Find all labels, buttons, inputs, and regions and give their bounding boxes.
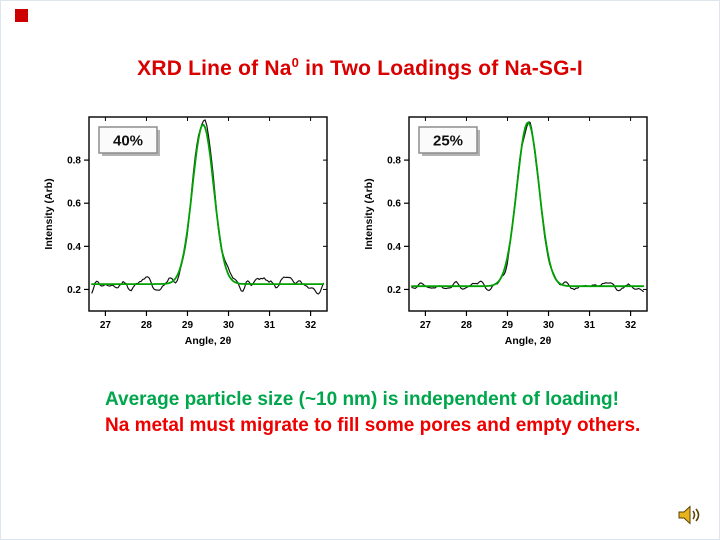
svg-text:0.4: 0.4 bbox=[387, 242, 401, 253]
caption-particle-size: Average particle size (~10 nm) is indepe… bbox=[105, 389, 619, 410]
corner-marker bbox=[15, 9, 28, 22]
svg-text:28: 28 bbox=[461, 320, 473, 331]
loading-label-box: 40% bbox=[98, 126, 160, 156]
caption-na-migrate: Na metal must migrate to fill some pores… bbox=[105, 415, 641, 436]
xrd-chart-25pct: 27 28 29 30 31 32 0.2 0.4 0.6 0.8 Angle, 2θ Intensi… bbox=[361, 101, 666, 364]
svg-text:30: 30 bbox=[223, 320, 235, 331]
svg-text:Angle, 2θ: Angle, 2θ bbox=[505, 335, 552, 347]
svg-text:29: 29 bbox=[182, 320, 194, 331]
svg-text:Intensity (Arb): Intensity (Arb) bbox=[43, 178, 55, 249]
svg-text:32: 32 bbox=[625, 320, 637, 331]
svg-text:0.6: 0.6 bbox=[67, 199, 81, 210]
svg-text:0.2: 0.2 bbox=[67, 285, 81, 296]
loading-label: 25% bbox=[433, 133, 463, 150]
svg-text:32: 32 bbox=[305, 320, 317, 331]
speaker-icon[interactable] bbox=[677, 503, 703, 527]
svg-text:31: 31 bbox=[264, 320, 276, 331]
svg-text:0.4: 0.4 bbox=[67, 242, 81, 253]
svg-text:0.8: 0.8 bbox=[67, 156, 81, 167]
svg-text:0.2: 0.2 bbox=[387, 285, 401, 296]
svg-text:31: 31 bbox=[584, 320, 596, 331]
svg-text:27: 27 bbox=[100, 320, 112, 331]
xrd-plot-40pct: 27 28 29 30 31 32 0.2 0.4 0.6 0.8 Angle, 2θ Intensi… bbox=[43, 116, 328, 347]
svg-text:29: 29 bbox=[502, 320, 514, 331]
loading-label-box: 25% bbox=[418, 126, 480, 156]
slide-title-prefix: XRD Line of Na bbox=[137, 57, 292, 80]
svg-text:Angle, 2θ: Angle, 2θ bbox=[185, 335, 232, 347]
xrd-chart-40pct: 27 28 29 30 31 32 0.2 0.4 0.6 0.8 Angle, 2θ Intensi… bbox=[41, 101, 346, 364]
xrd-plot-25pct: 27 28 29 30 31 32 0.2 0.4 0.6 0.8 Angle, 2θ Intensi… bbox=[363, 116, 648, 347]
slide-title-suffix: in Two Loadings of Na-SG-I bbox=[299, 57, 583, 80]
loading-label: 40% bbox=[113, 133, 143, 150]
slide-title: XRD Line of Na0 in Two Loadings of Na-SG… bbox=[1, 55, 719, 81]
svg-text:27: 27 bbox=[420, 320, 432, 331]
svg-text:0.8: 0.8 bbox=[387, 156, 401, 167]
svg-text:28: 28 bbox=[141, 320, 153, 331]
svg-text:30: 30 bbox=[543, 320, 555, 331]
slide-title-superscript: 0 bbox=[291, 55, 300, 70]
svg-text:Intensity (Arb): Intensity (Arb) bbox=[363, 178, 375, 249]
svg-text:0.6: 0.6 bbox=[387, 199, 401, 210]
